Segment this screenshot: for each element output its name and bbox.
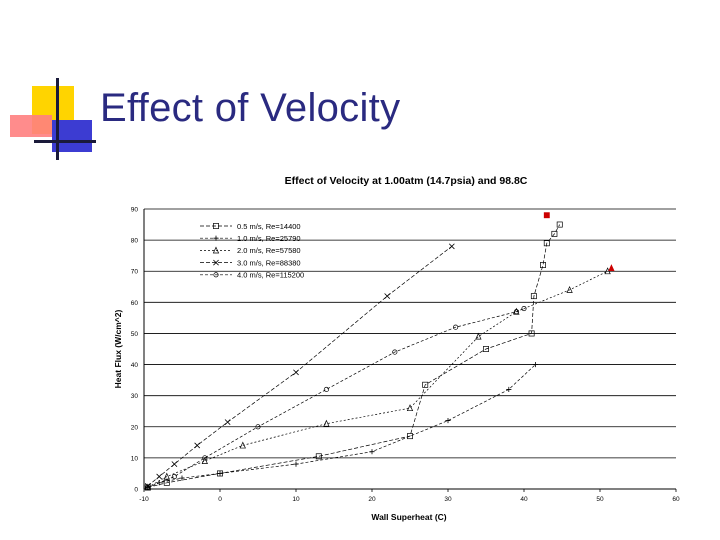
data-point-series-3 [566,285,573,293]
data-point-series-2 [369,449,375,455]
data-point-series-4 [144,483,151,489]
legend-marker-1 [213,223,219,229]
data-point-series-2 [445,417,451,424]
data-point-series-2 [532,361,538,368]
title-accent-horizontal-line [34,140,96,143]
data-point-series-3 [201,457,208,464]
y-tick-label: 20 [131,424,139,431]
data-point-series-4 [156,473,163,480]
data-point-series-1 [551,230,558,237]
data-point-series-5 [323,386,329,392]
x-tick-label: 0 [218,496,222,503]
data-point-series-2 [293,461,299,467]
x-tick-label: -10 [139,496,149,503]
data-point-series-2 [179,475,185,481]
title-accent-vertical-line [56,78,59,160]
data-point-series-4 [293,369,299,376]
series-line-3 [147,270,608,488]
data-point-series-4 [448,243,455,250]
series-line-5 [147,308,525,488]
y-tick-label: 90 [131,207,139,214]
data-point-series-1 [163,479,170,486]
y-tick-label: 10 [131,455,139,462]
data-point-series-3 [406,404,414,412]
data-point-series-4 [224,419,231,425]
series-line-2 [147,364,536,488]
y-tick-label: 0 [134,487,138,494]
data-point-series-5 [513,309,519,315]
data-point-series-1 [540,262,546,268]
data-point-series-4 [384,293,391,299]
x-axis-label: Wall Superheat (C) [371,512,446,522]
data-point-series-5 [255,424,261,430]
data-point-series-1 [543,240,550,247]
x-tick-label: 40 [520,496,528,503]
legend-marker-5 [213,272,219,278]
data-point-series-4 [194,442,201,449]
y-tick-label: 30 [131,393,139,400]
data-point-series-3 [475,332,482,340]
data-point-series-2 [217,470,223,477]
legend-entry-5: 4.0 m/s, Re=115200 [237,271,304,280]
data-point-series-5 [202,455,208,461]
x-tick-label: 60 [672,496,680,503]
data-point-series-2 [506,386,512,393]
data-point-series-1 [483,346,489,352]
title-accent-red [10,115,52,137]
data-point-series-1 [528,330,535,337]
data-point-series-3 [323,419,330,427]
legend-entry-3: 2.0 m/s, Re=57580 [237,246,301,255]
data-point-series-1 [315,453,322,460]
data-point-series-5 [145,484,151,490]
legend-marker-4 [213,259,219,266]
x-tick-label: 30 [444,496,452,503]
data-point-series-1 [530,293,537,300]
data-point-series-3 [163,472,170,480]
x-tick-label: 20 [368,496,376,503]
data-point-series-4 [171,461,178,467]
series-line-4 [147,246,453,487]
highlight-marker-2 [608,264,615,272]
series-line-1 [147,224,561,488]
y-tick-label: 60 [131,300,139,307]
data-point-series-5 [521,306,527,312]
legend-marker-3 [212,246,220,254]
slide-title: Effect of Velocity [100,86,401,130]
data-point-series-1 [407,433,413,440]
y-tick-label: 80 [131,238,139,245]
y-axis-label: Heat Flux (W/cm^2) [113,310,123,389]
data-point-series-5 [171,474,177,480]
legend-entry-2: 1.0 m/s, Re=25790 [237,234,301,243]
legend-marker-2 [213,235,219,241]
legend-entry-4: 3.0 m/s, Re=88380 [237,258,301,267]
chart-title: Effect of Velocity at 1.00atm (14.7psia)… [285,175,528,187]
data-point-series-1 [556,221,563,228]
data-point-series-3 [239,441,246,449]
y-tick-label: 70 [131,269,139,276]
y-tick-label: 40 [131,362,139,369]
data-point-series-5 [453,324,459,330]
data-point-series-1 [422,381,429,388]
highlight-marker-1 [543,212,550,219]
x-tick-label: 50 [596,496,604,503]
y-tick-label: 50 [131,331,139,338]
legend-entry-1: 0.5 m/s, Re=14400 [237,222,301,231]
x-tick-label: 10 [292,496,300,503]
data-point-series-5 [392,349,398,355]
